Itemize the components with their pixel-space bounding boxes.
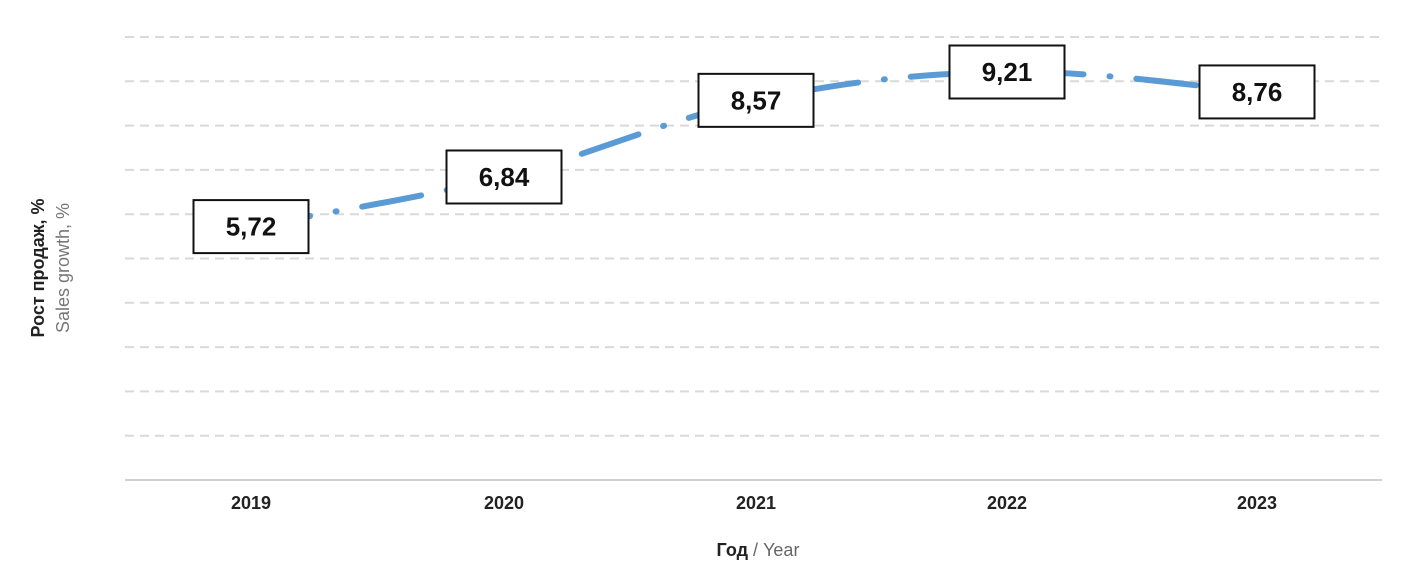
x-tick-label: 2021 <box>736 493 776 513</box>
data-label-box <box>1198 64 1316 120</box>
data-label: 6,84 <box>445 149 563 205</box>
data-label: 8,57 <box>697 72 815 128</box>
data-label-box <box>445 149 563 205</box>
data-label-text: 5,72 <box>226 212 277 242</box>
data-label: 8,76 <box>1198 64 1316 120</box>
y-axis-title-secondary: Sales growth, % <box>53 203 73 333</box>
series-line-sales-growth <box>248 68 1260 230</box>
x-tick-label: 2023 <box>1237 493 1277 513</box>
data-label-text: 8,76 <box>1232 77 1283 107</box>
data-label: 9,21 <box>948 44 1066 100</box>
x-axis-title-secondary: Year <box>763 540 799 560</box>
x-tick-labels: 2019 2020 2021 2022 2023 <box>231 493 1277 513</box>
data-label-text: 9,21 <box>982 57 1033 87</box>
data-label-text: 6,84 <box>479 162 530 192</box>
x-tick-label: 2022 <box>987 493 1027 513</box>
data-label-text: 8,57 <box>731 85 782 115</box>
x-tick-label: 2019 <box>231 493 271 513</box>
x-axis-title-primary: Год <box>717 540 749 560</box>
x-axis-title: Год / Year <box>717 540 800 560</box>
data-label-box <box>948 44 1066 100</box>
data-labels: 5,72 6,84 8,57 9,21 8,76 <box>192 44 1316 255</box>
x-axis-title-separator: / <box>748 540 763 560</box>
data-label-box <box>697 72 815 128</box>
data-label-box <box>192 199 310 255</box>
x-tick-label: 2020 <box>484 493 524 513</box>
data-label: 5,72 <box>192 199 310 255</box>
y-axis-title-primary: Рост продаж, % <box>28 199 48 338</box>
